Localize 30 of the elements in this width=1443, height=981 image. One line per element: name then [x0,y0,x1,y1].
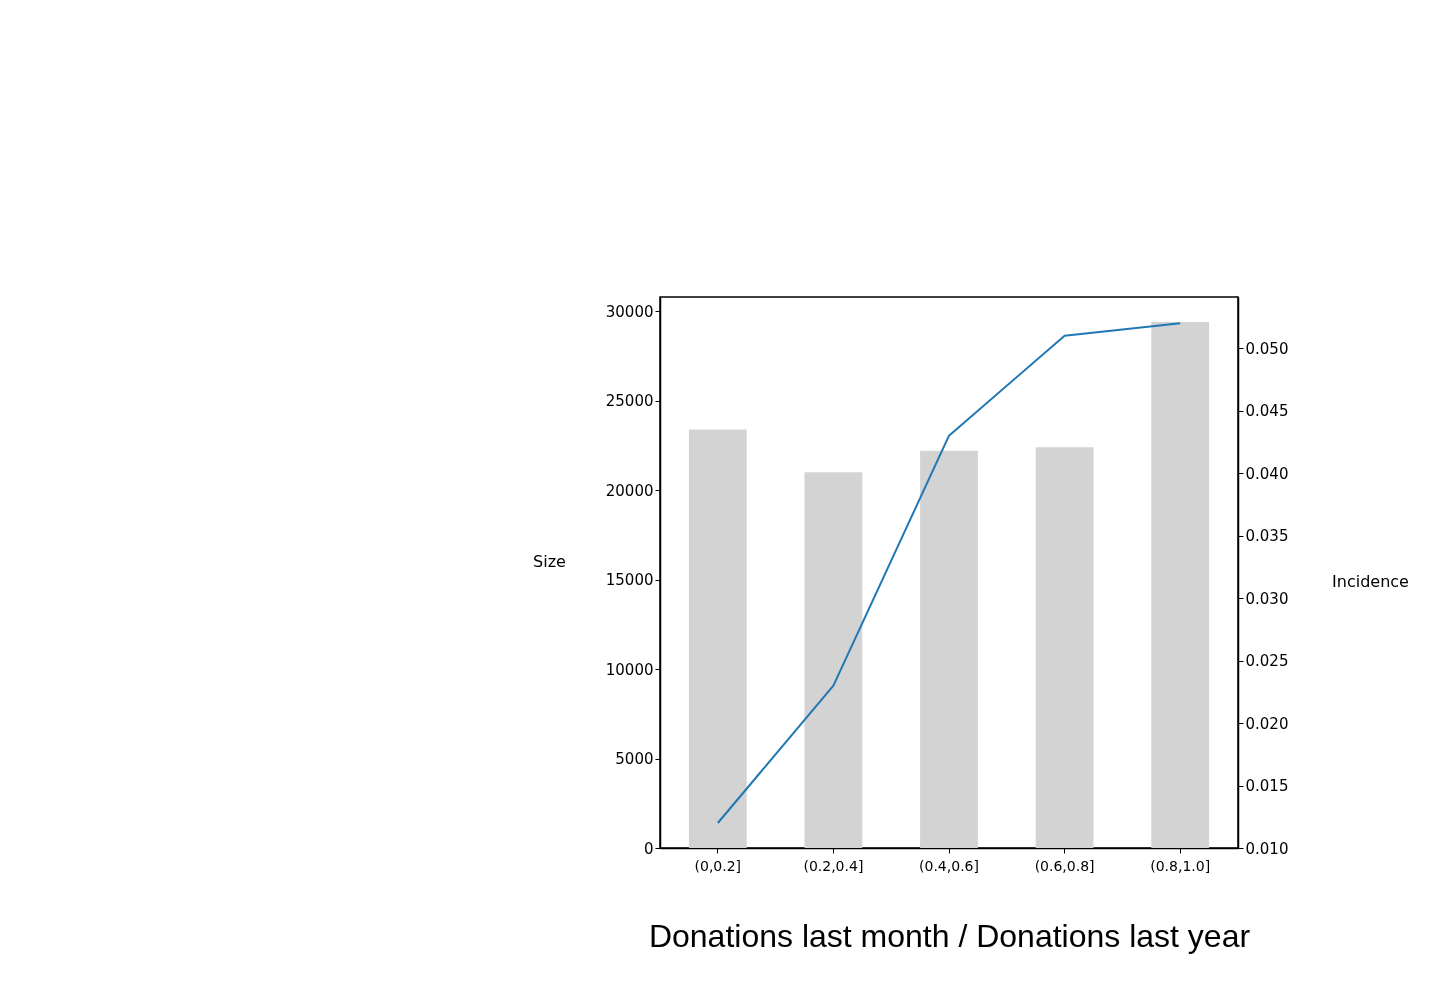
y2-tick-label: 0.045 [1245,402,1289,421]
y-tick-label: 15000 [605,571,654,590]
y2-axis-title: Incidence [1332,571,1409,591]
y-axis-title: Size [533,551,566,571]
y2-tick-label: 0.030 [1245,589,1289,608]
x-tick-label: (0.8,1.0] [1150,857,1211,874]
y2-tick-label: 0.035 [1245,527,1289,546]
line-series [716,322,1182,825]
y2-tick-label: 0.025 [1245,652,1289,671]
x-tick-label: (0.2,0.4] [803,857,864,874]
y-tick-label: 10000 [605,660,654,679]
y-tick-label: 20000 [605,481,654,500]
bar [1035,447,1094,848]
bar [920,450,978,848]
x-axis-title: Donations last month / Donations last year [648,917,1251,954]
y2-tick-label: 0.015 [1245,777,1289,796]
bar [688,429,747,848]
y-tick-label: 0 [643,839,654,858]
y-tick-label: 30000 [605,302,654,321]
x-tick-label: (0.4,0.6] [919,857,979,874]
x-tick-label: (0,0.2] [694,857,742,874]
y-tick-label: 25000 [605,392,654,411]
y2-tick-label: 0.020 [1245,714,1289,733]
bar [1151,322,1210,848]
y-tick-label: 5000 [615,750,654,769]
y2-tick-label: 0.010 [1245,839,1289,858]
y2-tick-label: 0.050 [1245,339,1289,358]
bar [804,472,863,848]
y2-tick-label: 0.040 [1245,464,1289,483]
x-tick-label: (0.6,0.8] [1034,857,1095,874]
